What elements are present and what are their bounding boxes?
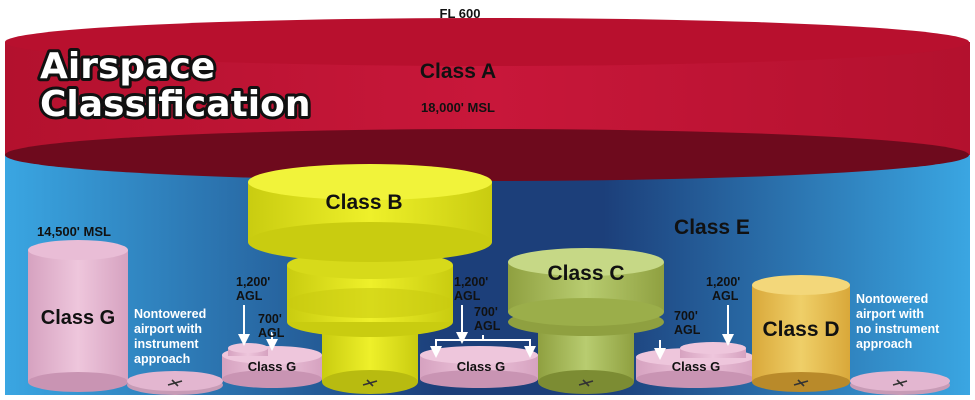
- class-d-label: Class D: [762, 318, 839, 341]
- agl-700-left-value: 700': [258, 312, 282, 326]
- altitude-arrows: [238, 305, 734, 360]
- class-b-airspace: [248, 164, 492, 394]
- agl-700-left-unit: AGL: [258, 326, 285, 340]
- runway-icon: [578, 379, 594, 387]
- caption-line: instrument: [134, 337, 199, 351]
- runway-icon: [167, 379, 183, 387]
- agl-700-right-value: 700': [674, 309, 698, 323]
- caption-line: approach: [856, 337, 912, 351]
- agl-labels: 1,200' AGL 700' AGL 1,200' AGL 700' AGL …: [236, 275, 740, 340]
- agl-1200-right-value: 1,200': [706, 275, 740, 289]
- agl-1200-right-unit: AGL: [712, 289, 739, 303]
- airport-instrument-pad: [127, 371, 223, 395]
- airport-no-instrument-pad: [850, 371, 950, 395]
- class-b-label: Class B: [325, 191, 402, 214]
- title-line-2: Classification: [40, 84, 310, 125]
- caption-line: Nontowered: [856, 292, 928, 306]
- runway-icon: [892, 379, 908, 387]
- title-line-1: Airspace: [40, 46, 215, 87]
- agl-700-mid-value: 700': [474, 305, 498, 319]
- class-c-airspace: [508, 248, 664, 394]
- class-a-label: Class A: [420, 60, 496, 83]
- class-g-right-label: Class G: [672, 359, 720, 374]
- class-g-tall-label: Class G: [41, 307, 115, 329]
- class-g-left-shelf: [222, 343, 322, 388]
- class-g-middle-label: Class G: [457, 359, 505, 374]
- class-g-left-label: Class G: [248, 359, 296, 374]
- agl-1200-mid-value: 1,200': [454, 275, 488, 289]
- caption-line: approach: [134, 352, 190, 366]
- agl-1200-left-unit: AGL: [236, 289, 263, 303]
- caption-line: Nontowered: [134, 307, 206, 321]
- class-a-airspace: [5, 18, 970, 181]
- fl600-label: FL 600: [440, 6, 481, 21]
- agl-700-right-unit: AGL: [674, 323, 701, 337]
- class-g-tall-top: 14,500' MSL: [37, 224, 111, 239]
- class-c-label: Class C: [547, 262, 624, 285]
- agl-1200-left-value: 1,200': [236, 275, 270, 289]
- agl-700-mid-unit: AGL: [474, 319, 501, 333]
- caption-line: no instrument: [856, 322, 940, 336]
- caption-line: airport with: [856, 307, 924, 321]
- agl-1200-mid-unit: AGL: [454, 289, 481, 303]
- class-a-floor: 18,000' MSL: [421, 100, 495, 115]
- class-e-label: Class E: [674, 216, 750, 239]
- airport-instrument-caption: Nontowered airport with instrument appro…: [134, 307, 206, 366]
- runway-icon: [793, 379, 809, 387]
- class-g-tall-cylinder: [28, 240, 128, 392]
- runway-icon: [362, 379, 378, 387]
- class-d-airspace: [752, 275, 850, 392]
- runway-icons: [167, 379, 908, 387]
- airport-no-instrument-caption: Nontowered airport with no instrument ap…: [856, 292, 940, 351]
- caption-line: airport with: [134, 322, 202, 336]
